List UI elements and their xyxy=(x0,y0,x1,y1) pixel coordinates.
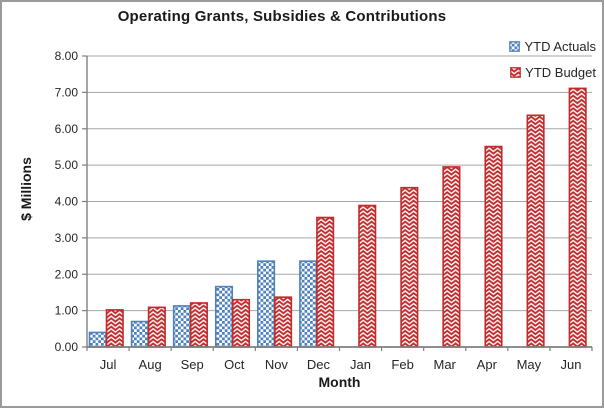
bar-ytd-budget xyxy=(568,87,587,348)
bar-ytd-budget xyxy=(400,186,419,348)
bar-ytd-budget xyxy=(231,298,251,348)
bar-ytd-actuals xyxy=(88,331,107,348)
legend-swatch-budget-icon xyxy=(510,67,522,78)
y-tick-label: 5.00 xyxy=(55,158,79,172)
y-tick-label: 2.00 xyxy=(55,267,79,281)
x-tick-label: Jan xyxy=(350,357,371,372)
x-tick-label: Dec xyxy=(307,357,331,372)
y-tick-label: 7.00 xyxy=(55,85,79,99)
x-tick-label: May xyxy=(517,357,542,372)
y-tick-label: 4.00 xyxy=(55,195,79,209)
x-tick-label: Feb xyxy=(391,357,413,372)
x-tick-label: Apr xyxy=(477,357,498,372)
bar-ytd-budget xyxy=(274,296,293,348)
y-axis-title: $ Millions xyxy=(18,157,34,221)
legend-item-budget: YTD Budget xyxy=(510,65,596,80)
legend-item-actuals: YTD Actuals xyxy=(509,39,596,54)
chart-title: Operating Grants, Subsidies & Contributi… xyxy=(117,8,447,25)
y-tick-label: 3.00 xyxy=(55,231,79,245)
bar-ytd-actuals xyxy=(299,260,318,348)
bar-ytd-budget xyxy=(358,204,377,348)
x-tick-label: Oct xyxy=(224,357,245,372)
bar-ytd-actuals xyxy=(130,320,149,348)
y-tick-label: 1.00 xyxy=(55,304,79,318)
bar-ytd-budget xyxy=(484,145,503,348)
x-axis-title: Month xyxy=(318,374,361,390)
bar-ytd-actuals xyxy=(257,260,276,348)
bar-ytd-actuals xyxy=(172,305,191,348)
bar-ytd-budget xyxy=(105,309,124,348)
x-tick-label: Mar xyxy=(434,357,457,372)
y-tick-label: 6.00 xyxy=(55,122,79,136)
bar-ytd-budget xyxy=(526,114,545,348)
legend: YTD Actuals YTD Budget xyxy=(509,39,596,80)
legend-label-budget: YTD Budget xyxy=(525,65,596,80)
x-tick-label: Sep xyxy=(181,357,204,372)
x-tick-label: Jun xyxy=(560,357,581,372)
bar-ytd-budget xyxy=(147,306,166,348)
bar-ytd-budget xyxy=(442,166,461,348)
bar-ytd-actuals xyxy=(214,285,234,348)
bar-ytd-budget xyxy=(189,302,208,348)
x-tick-label: Jul xyxy=(100,357,117,372)
legend-label-actuals: YTD Actuals xyxy=(524,39,596,54)
y-tick-label: 8.00 xyxy=(55,49,79,63)
x-tick-label: Nov xyxy=(265,357,289,372)
x-tick-label: Aug xyxy=(139,357,162,372)
bar-ytd-budget xyxy=(316,216,335,348)
legend-swatch-actuals-icon xyxy=(509,41,521,52)
y-tick-label: 0.00 xyxy=(55,340,79,354)
